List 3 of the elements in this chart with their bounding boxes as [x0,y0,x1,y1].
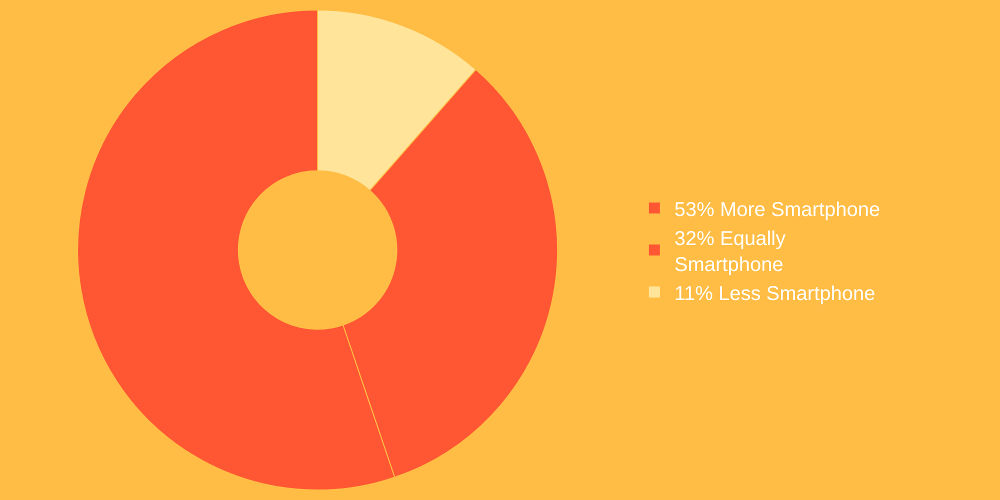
legend-label: 32% Equally Smartphone [674,228,786,276]
legend-label: 11% Less Smartphone [674,282,876,305]
legend-label: 53% More Smartphone [674,198,880,221]
